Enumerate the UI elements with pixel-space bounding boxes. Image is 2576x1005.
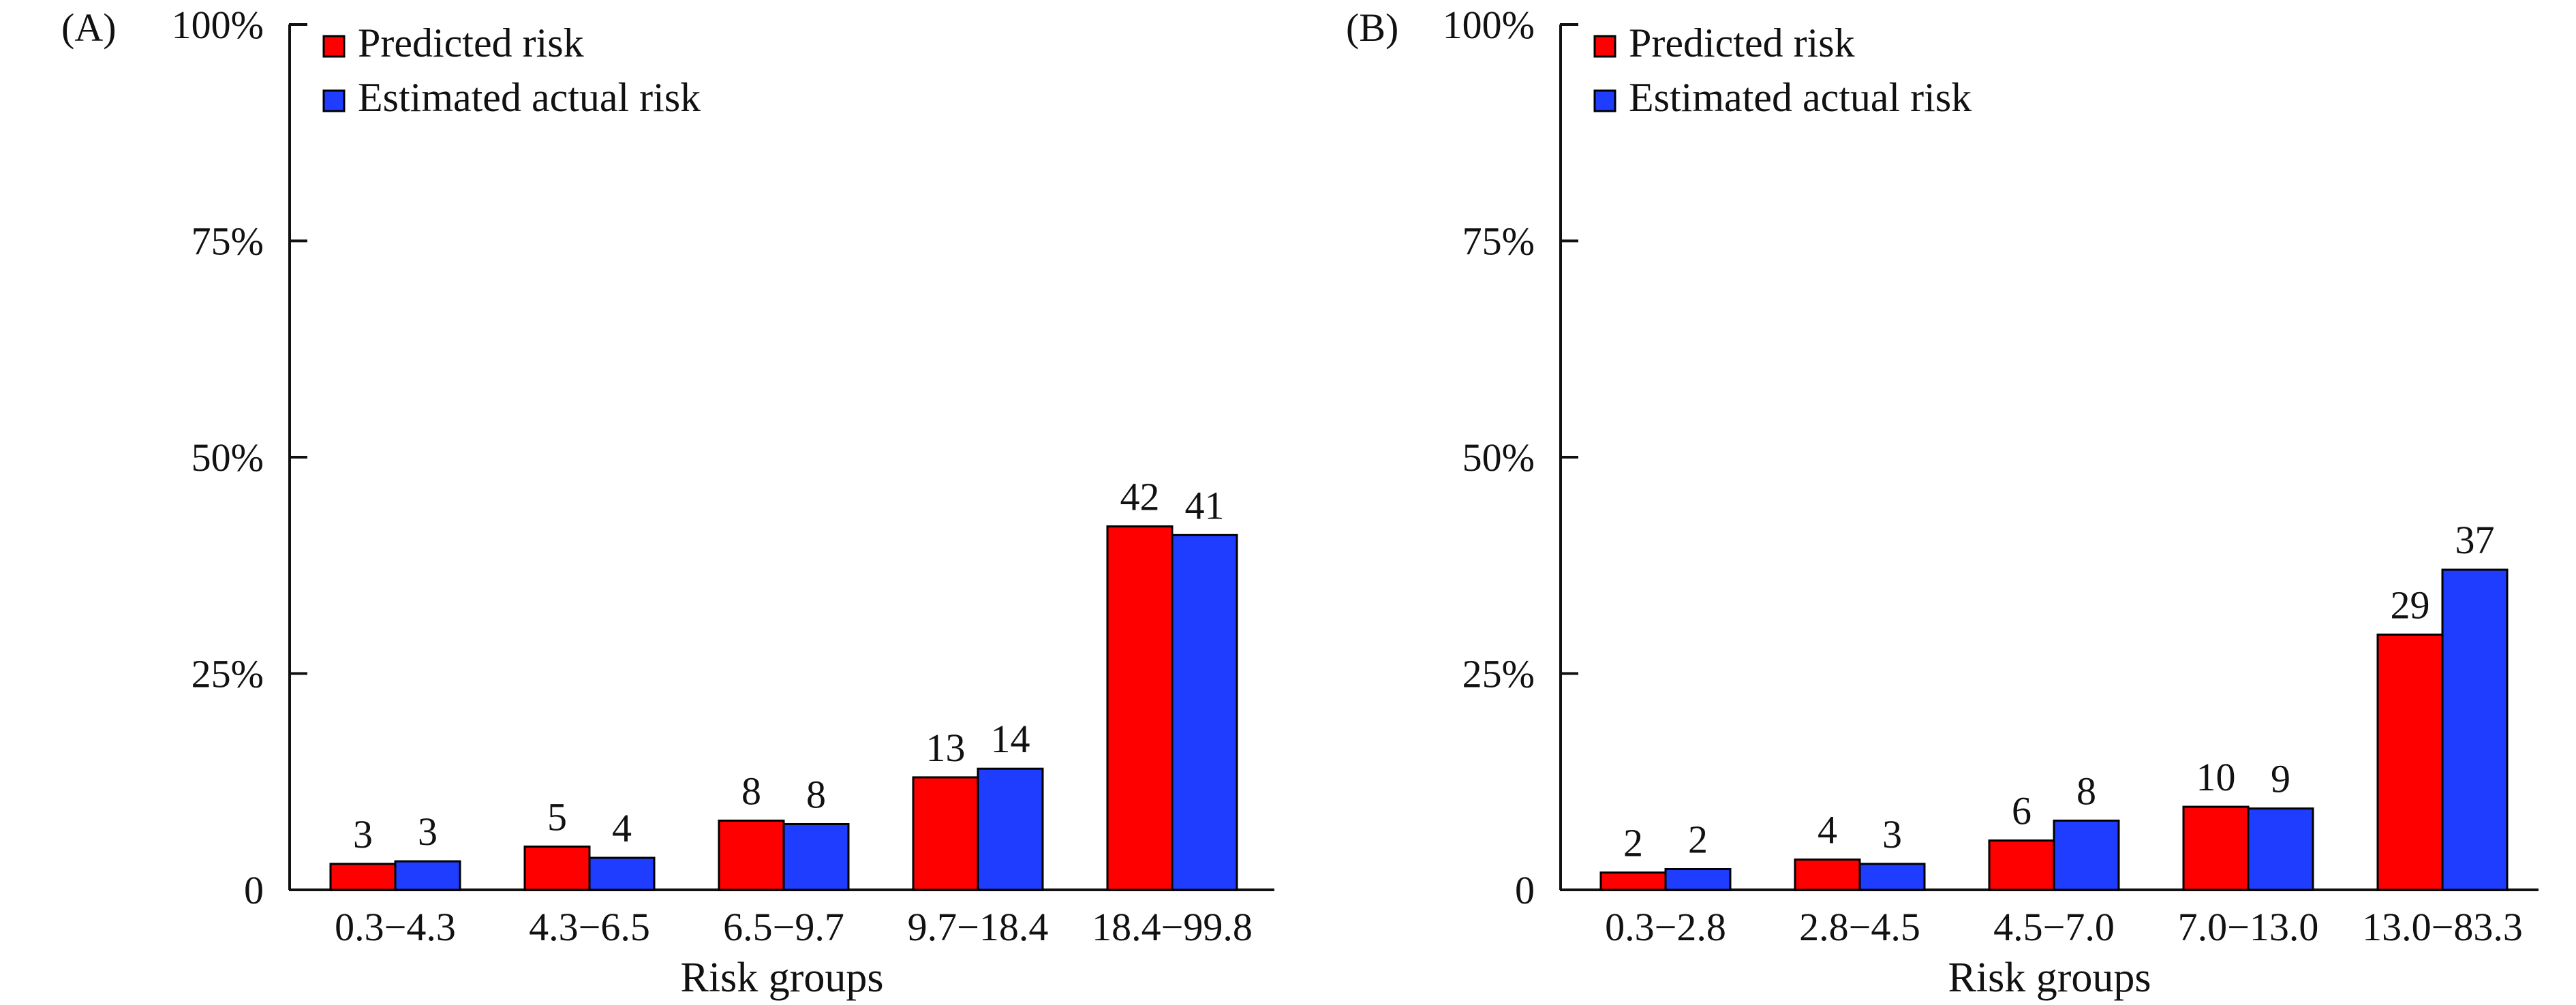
data-label: 3 [353, 812, 373, 856]
data-label: 29 [2391, 583, 2430, 627]
x-tick-label: 18.4−99.8 [1092, 905, 1253, 949]
y-tick-label: 75% [1462, 219, 1535, 264]
bar-actual [2053, 819, 2120, 891]
legend-swatch [322, 89, 346, 112]
bar-actual [1171, 534, 1238, 891]
bar-actual [782, 822, 850, 891]
x-tick-label: 2.8−4.5 [1799, 905, 1920, 949]
bar-actual [1664, 868, 1732, 891]
data-label: 42 [1120, 475, 1160, 519]
data-label: 3 [1882, 812, 1902, 856]
y-tick-label: 100% [172, 3, 264, 47]
x-axis-label: Risk groups [681, 955, 884, 1001]
data-label: 4 [612, 806, 632, 850]
panel-b: (B) 0 25% 50% 75% 100% 2 2 0.3−2.8 4 3 2.8−4.5 6 8 4.5… [1346, 3, 2539, 1001]
bar-predicted [912, 776, 979, 891]
data-label: 13 [926, 726, 966, 770]
x-tick-label: 9.7−18.4 [908, 905, 1049, 949]
y-tick-label: 25% [1462, 652, 1535, 696]
data-label: 2 [1688, 818, 1708, 862]
bar-actual [2247, 807, 2314, 891]
bar-predicted [2376, 633, 2444, 891]
bar-actual [588, 856, 656, 891]
x-tick-label: 13.0−83.3 [2362, 905, 2523, 949]
x-axis-label: Risk groups [1948, 955, 2151, 1001]
data-label: 41 [1185, 483, 1225, 527]
legend-label: Estimated actual risk [1629, 75, 1972, 120]
bar-predicted [329, 863, 397, 891]
x-tick-label: 6.5−9.7 [723, 905, 844, 949]
panel-a: (A) 0 25% 50% 75% 100% 3 3 0.3−4.3 5 4 4.3−6.5 8 8 6.5… [61, 3, 1274, 1001]
y-tick-label: 100% [1443, 3, 1535, 47]
bar-predicted [1988, 839, 2055, 891]
bar-predicted [718, 819, 785, 891]
x-tick-label: 7.0−13.0 [2178, 905, 2319, 949]
bar-actual [977, 767, 1044, 891]
bar-predicted [1106, 525, 1174, 891]
data-label: 5 [547, 795, 567, 839]
legend-swatch [1593, 89, 1616, 112]
legend-label: Estimated actual risk [358, 75, 701, 120]
x-tick-label: 0.3−2.8 [1605, 905, 1726, 949]
data-label: 10 [2196, 755, 2236, 799]
y-tick-label: 0 [244, 868, 264, 912]
data-label: 3 [418, 809, 438, 854]
data-label: 14 [991, 717, 1030, 761]
bar-actual [2441, 568, 2509, 891]
panel-label: (B) [1346, 5, 1398, 50]
bar-actual [1858, 863, 1926, 891]
y-tick-label: 0 [1515, 868, 1535, 912]
data-label: 2 [1623, 821, 1643, 865]
bar-predicted [1599, 871, 1667, 891]
data-label: 8 [806, 772, 826, 816]
x-tick-label: 4.3−6.5 [529, 905, 650, 949]
data-label: 9 [2271, 757, 2290, 801]
x-tick-label: 0.3−4.3 [335, 905, 456, 949]
data-label: 8 [2076, 769, 2096, 813]
legend-label: Predicted risk [358, 20, 584, 65]
data-label: 8 [741, 769, 761, 813]
bar-actual [394, 860, 461, 891]
x-tick-label: 4.5−7.0 [1993, 905, 2115, 949]
y-tick-label: 75% [191, 219, 264, 264]
y-tick-label: 50% [1462, 435, 1535, 480]
y-tick-label: 50% [191, 435, 264, 480]
data-label: 37 [2455, 518, 2495, 562]
bar-predicted [523, 846, 591, 891]
legend-label: Predicted risk [1629, 20, 1855, 65]
panel-label: (A) [61, 5, 117, 50]
data-label: 6 [2012, 789, 2031, 833]
y-tick-label: 25% [191, 652, 264, 696]
bar-predicted [1794, 859, 1861, 891]
legend-swatch [322, 35, 346, 58]
bar-predicted [2182, 805, 2250, 891]
data-label: 4 [1818, 808, 1837, 852]
legend-swatch [1593, 35, 1616, 58]
